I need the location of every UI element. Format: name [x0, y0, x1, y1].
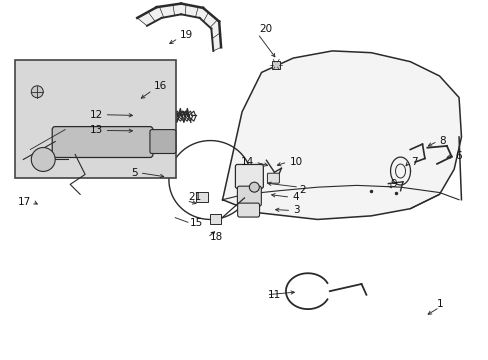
Text: 8: 8 [439, 136, 445, 146]
Text: 10: 10 [289, 157, 302, 167]
FancyBboxPatch shape [150, 130, 176, 153]
Text: 5: 5 [131, 168, 138, 178]
Text: 19: 19 [180, 30, 193, 40]
Text: 18: 18 [209, 232, 222, 242]
Text: 14: 14 [241, 157, 254, 167]
Text: 13: 13 [90, 125, 103, 135]
Text: 17: 17 [18, 197, 31, 207]
Text: 9: 9 [390, 179, 397, 189]
Bar [210, 215, 221, 224]
Text: 20: 20 [259, 24, 272, 35]
Text: 16: 16 [154, 81, 167, 91]
Bar [15, 60, 176, 178]
FancyBboxPatch shape [237, 186, 261, 206]
Text: 3: 3 [293, 206, 299, 216]
Circle shape [31, 148, 55, 171]
Text: 6: 6 [454, 150, 461, 161]
Text: 4: 4 [292, 192, 298, 202]
Text: 11: 11 [267, 290, 281, 300]
FancyBboxPatch shape [235, 165, 263, 188]
Text: 15: 15 [189, 218, 203, 228]
Text: 12: 12 [90, 110, 103, 120]
Polygon shape [137, 4, 221, 51]
Bar [195, 192, 207, 202]
Text: 21: 21 [188, 192, 201, 202]
Bar [135, 128, 166, 144]
Polygon shape [222, 51, 461, 220]
Circle shape [249, 182, 259, 192]
Text: 2: 2 [299, 185, 305, 195]
Text: 1: 1 [436, 299, 443, 309]
FancyBboxPatch shape [237, 203, 259, 217]
Text: 7: 7 [410, 157, 417, 167]
FancyBboxPatch shape [267, 173, 279, 183]
Circle shape [31, 86, 43, 98]
FancyBboxPatch shape [52, 127, 153, 157]
